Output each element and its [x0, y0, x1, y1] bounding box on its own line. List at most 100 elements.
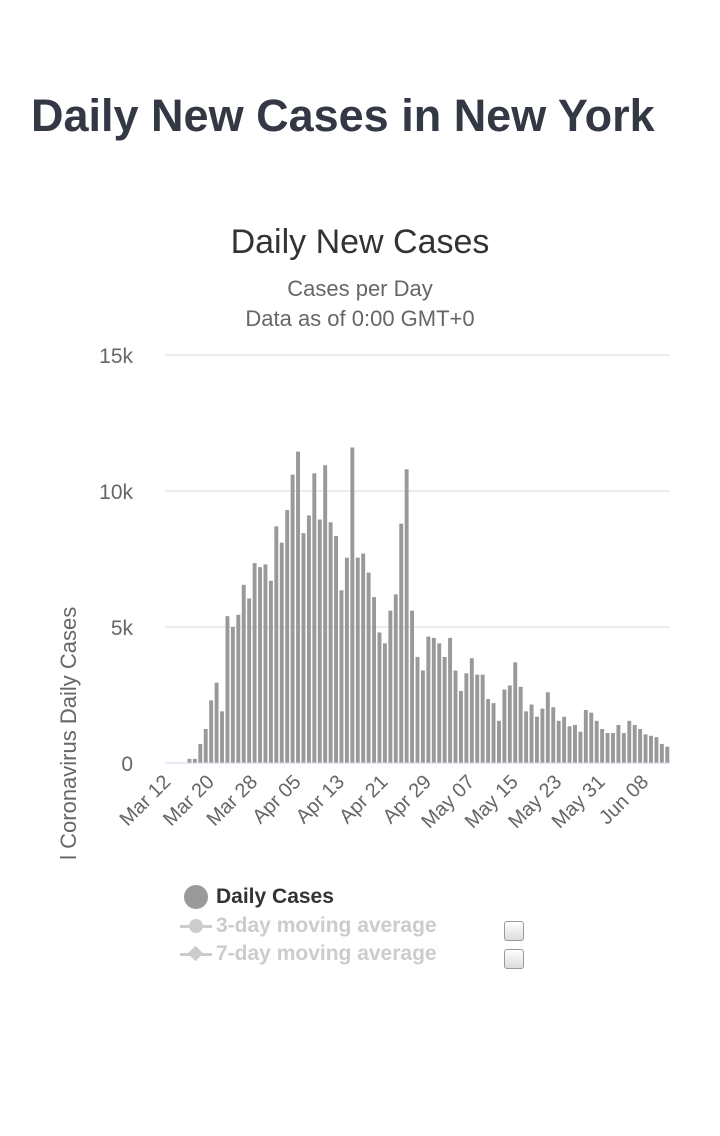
- bar: [665, 746, 670, 763]
- bar: [480, 674, 485, 763]
- bar: [518, 686, 523, 763]
- bar: [279, 542, 284, 763]
- chart-subtitle-line-1: Cases per Day: [287, 276, 433, 301]
- bar: [361, 553, 366, 763]
- bar: [464, 673, 469, 763]
- bar: [290, 474, 295, 763]
- daily-cases-chart: Daily New Cases Cases per Day Data as of…: [56, 223, 670, 860]
- bar: [551, 707, 556, 763]
- bar: [220, 711, 224, 763]
- bar: [198, 743, 203, 763]
- bar: [410, 610, 415, 763]
- bar: [632, 724, 637, 763]
- legend-item-7-day-average[interactable]: 7-day moving average: [176, 941, 437, 967]
- legend-item-daily-cases[interactable]: Daily Cases: [176, 884, 334, 910]
- bar: [573, 724, 577, 763]
- bar: [230, 627, 235, 763]
- bar: [529, 704, 534, 763]
- bar: [301, 533, 306, 763]
- bar: [638, 729, 643, 763]
- bar: [306, 515, 311, 763]
- bar: [605, 733, 610, 763]
- bar: [415, 656, 420, 763]
- y-axis-tick-labels: 0 5k 10k 15k: [99, 345, 133, 776]
- bar: [404, 469, 409, 763]
- bar: [377, 632, 382, 763]
- bar: [627, 720, 632, 763]
- bar: [562, 716, 567, 763]
- bar: [344, 557, 349, 763]
- y-axis-title: Novel Coronavirus Daily Cases: [56, 607, 81, 860]
- bar: [524, 711, 529, 763]
- y-tick-label: 15k: [99, 345, 133, 368]
- bar: [659, 743, 664, 763]
- legend-line-diamond-icon: [176, 941, 216, 967]
- bar: [578, 731, 583, 763]
- bar: [497, 720, 501, 763]
- y-gridlines: [165, 354, 670, 628]
- bar: [567, 726, 572, 763]
- bar: [399, 523, 404, 763]
- bar: [263, 564, 268, 763]
- bar: [366, 572, 371, 763]
- bar: [448, 637, 453, 763]
- y-tick-label: 0: [121, 753, 133, 776]
- bar: [502, 689, 507, 763]
- bar: [214, 682, 219, 763]
- bar: [350, 447, 355, 763]
- y-tick-label: 5k: [111, 617, 134, 640]
- legend-item-3-day-average[interactable]: 3-day moving average: [176, 913, 437, 939]
- bar: [611, 733, 615, 763]
- bar: [388, 610, 393, 763]
- bar: [372, 597, 377, 763]
- bar: [426, 636, 431, 763]
- bar: [583, 709, 588, 763]
- 3-day-average-checkbox[interactable]: [504, 921, 524, 941]
- 7-day-average-checkbox[interactable]: [504, 949, 524, 969]
- bar: [236, 614, 241, 763]
- bar: [643, 734, 648, 763]
- bar: [247, 598, 252, 763]
- page-heading: Daily New Cases in New York: [31, 90, 655, 141]
- legend-label: 7-day moving average: [216, 942, 437, 965]
- bar: [621, 733, 626, 763]
- bar: [187, 758, 192, 763]
- bar: [453, 670, 458, 763]
- chart-title: Daily New Cases: [231, 223, 490, 261]
- bar: [274, 526, 279, 763]
- legend: Daily Cases 3-day moving average 7-day m…: [176, 880, 536, 980]
- bar: [545, 692, 550, 763]
- bar: [339, 590, 344, 763]
- bar: [393, 594, 398, 763]
- legend-label: 3-day moving average: [216, 914, 437, 937]
- bar: [507, 685, 512, 763]
- bar: [442, 656, 447, 763]
- bar: [203, 729, 208, 763]
- bar: [209, 700, 214, 763]
- bar: [437, 643, 442, 763]
- x-tick-label: Apr 21: [335, 771, 392, 828]
- bar: [458, 690, 463, 763]
- bar: [285, 510, 290, 763]
- bar: [491, 703, 496, 763]
- y-tick-label: 10k: [99, 481, 133, 504]
- bar: [225, 616, 230, 763]
- bar: [594, 720, 599, 763]
- bar: [328, 522, 333, 763]
- bar: [469, 658, 474, 763]
- bar: [513, 662, 518, 763]
- bar: [654, 737, 659, 763]
- bar: [540, 708, 545, 763]
- bar: [268, 580, 273, 763]
- bar: [334, 535, 338, 763]
- bar: [323, 465, 328, 763]
- bar: [258, 567, 262, 763]
- bar: [296, 451, 300, 763]
- bars: [187, 447, 670, 763]
- bar: [317, 519, 322, 763]
- bar: [431, 637, 436, 763]
- x-tick-label: Apr 13: [292, 771, 349, 828]
- legend-label: Daily Cases: [216, 885, 334, 908]
- x-tick-label: Jun 08: [595, 771, 653, 829]
